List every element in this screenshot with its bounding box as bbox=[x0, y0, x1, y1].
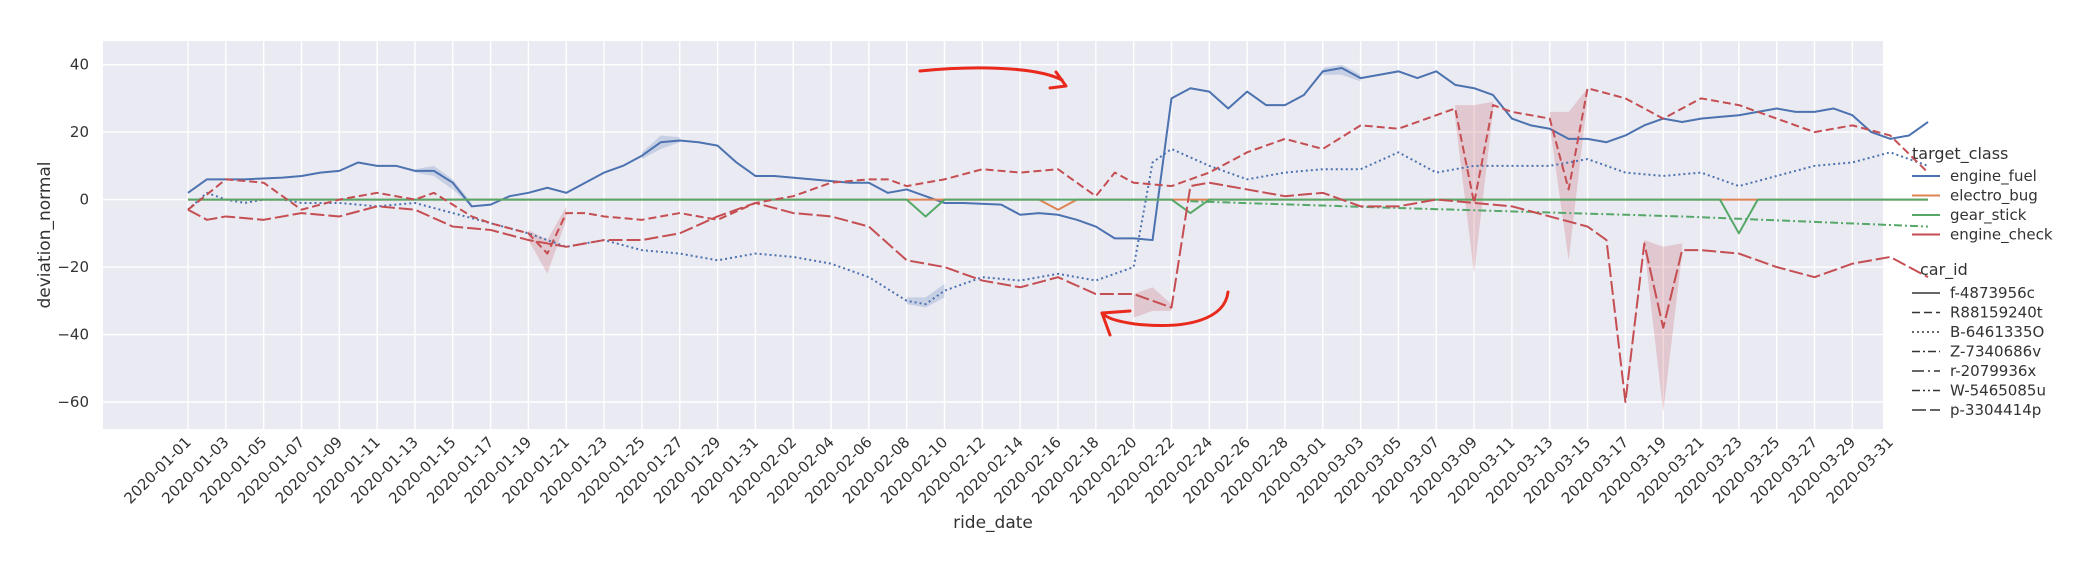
ci-band bbox=[1549, 88, 1588, 261]
x-axis-ticks: 2020-01-012020-01-032020-01-052020-01-07… bbox=[120, 433, 1897, 507]
y-tick-label: 40 bbox=[70, 56, 89, 74]
plot-area bbox=[103, 41, 1883, 429]
legend-style-label: B-6461335O bbox=[1950, 323, 2044, 341]
y-axis-ticks: −60 −40 −20 0 20 40 bbox=[57, 56, 89, 411]
legend-label: engine_check bbox=[1950, 226, 2053, 245]
y-tick-label: 0 bbox=[79, 191, 89, 209]
series-line-engine_check-W-5465085u bbox=[187, 87, 1929, 255]
red-arrow-top bbox=[918, 66, 1064, 82]
ci-band bbox=[414, 165, 472, 207]
series-line-gear_stick-r-2079936x bbox=[1190, 200, 1929, 228]
legend-style-label: r-2079936x bbox=[1950, 362, 2036, 380]
legend-style-label: p-3304414p bbox=[1950, 401, 2041, 419]
legend-title-target-class: target_class bbox=[1912, 144, 2008, 164]
ci-band bbox=[528, 206, 567, 274]
legend-style-label: R88159240t bbox=[1950, 304, 2043, 322]
legend: target_class engine_fuelelectro_buggear_… bbox=[1912, 144, 2053, 419]
ci-band bbox=[1133, 287, 1172, 318]
series-line-gear_stick-Z-7340686v bbox=[188, 198, 1928, 235]
legend-style-label: W-5465085u bbox=[1950, 382, 2046, 400]
red-arrow-bottom bbox=[1100, 290, 1230, 328]
y-tick-label: −20 bbox=[57, 258, 89, 276]
legend-label: engine_fuel bbox=[1950, 167, 2037, 186]
series-line-engine_fuel-B-6461335O bbox=[187, 147, 1929, 306]
series-lines bbox=[187, 66, 1929, 404]
series-line-engine_check-p-3304414p bbox=[187, 181, 1929, 404]
y-axis-title: deviation_normal bbox=[35, 161, 55, 308]
ci-band bbox=[1455, 101, 1493, 274]
legend-label: electro_bug bbox=[1950, 187, 2038, 206]
annotation-arrows bbox=[918, 66, 1230, 337]
legend-style-label: Z-7340686v bbox=[1950, 343, 2041, 361]
red-arrow-bottom-head bbox=[1100, 309, 1132, 337]
y-tick-label: −60 bbox=[57, 393, 89, 411]
x-axis-title: ride_date bbox=[953, 513, 1033, 533]
red-arrow-top-head bbox=[1048, 70, 1068, 90]
legend-label: gear_stick bbox=[1950, 206, 2027, 225]
confidence-bands bbox=[414, 64, 1683, 413]
legend-style-label: f-4873956c bbox=[1950, 284, 2035, 302]
grid-lines bbox=[103, 41, 1891, 429]
series-line-engine_fuel-f-4873956c bbox=[187, 66, 1929, 242]
y-tick-label: 20 bbox=[70, 123, 89, 141]
legend-title-car-id: car_id bbox=[1920, 260, 1968, 280]
y-tick-label: −40 bbox=[57, 326, 89, 344]
